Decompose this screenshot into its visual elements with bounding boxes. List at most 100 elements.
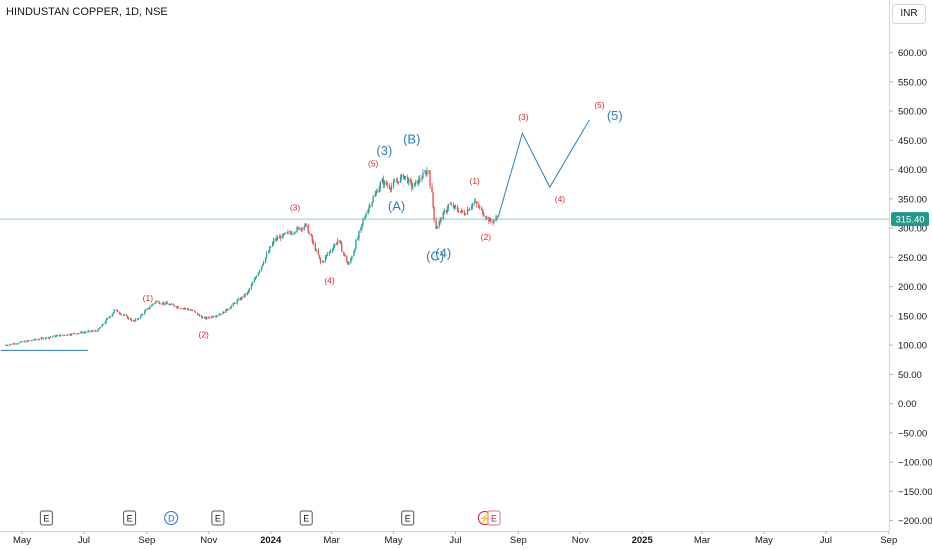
- candle-body: [346, 256, 348, 262]
- price-label: −100.00: [898, 458, 932, 469]
- candle-body: [262, 262, 265, 265]
- candle-body: [170, 303, 172, 305]
- candle-body: [62, 334, 65, 336]
- price-label: 300.00: [898, 224, 927, 235]
- candle-body: [354, 248, 356, 252]
- candle: [197, 313, 200, 316]
- candle: [151, 303, 153, 307]
- candle: [269, 246, 272, 248]
- candle-body: [388, 185, 391, 189]
- candle: [191, 309, 194, 312]
- candle-body: [314, 243, 317, 251]
- time-label: Nov: [572, 535, 589, 546]
- candle: [126, 315, 129, 319]
- candle-body: [468, 208, 471, 211]
- candle-body: [273, 239, 275, 243]
- price-label: 250.00: [898, 253, 927, 264]
- candle: [140, 314, 142, 319]
- event-marker[interactable]: E: [39, 510, 53, 526]
- candle-body: [402, 174, 405, 180]
- event-marker[interactable]: E: [211, 510, 225, 526]
- candle-body: [280, 236, 282, 239]
- candle: [418, 175, 420, 187]
- candle: [186, 307, 189, 311]
- candle: [213, 315, 215, 318]
- candle-body: [216, 315, 218, 317]
- candle: [282, 233, 284, 239]
- candle: [9, 344, 11, 347]
- candle-body: [97, 329, 99, 332]
- candle-body: [69, 334, 71, 335]
- candle: [369, 204, 371, 208]
- candle: [76, 333, 78, 335]
- candle-body: [204, 317, 206, 319]
- wave-label: (3): [376, 143, 392, 158]
- price-label: 100.00: [898, 341, 927, 352]
- candle-body: [417, 180, 419, 185]
- candle-body: [132, 320, 135, 322]
- price-label: 550.00: [898, 77, 927, 88]
- candle-body: [495, 217, 497, 220]
- candle: [386, 181, 389, 189]
- candle-body: [99, 327, 101, 329]
- candle: [324, 254, 327, 263]
- candle-body: [232, 303, 234, 306]
- candle-body: [175, 306, 177, 308]
- candle: [84, 331, 86, 334]
- event-marker[interactable]: D: [164, 511, 179, 525]
- candle: [439, 216, 441, 225]
- candle: [118, 311, 121, 315]
- candle: [273, 237, 275, 246]
- candle-body: [303, 226, 305, 230]
- candle-body: [283, 233, 285, 235]
- candle-body: [450, 204, 453, 206]
- candle: [56, 334, 59, 336]
- candle: [426, 167, 428, 177]
- candle-body: [83, 332, 85, 334]
- candle-body: [333, 243, 336, 247]
- candle: [179, 307, 182, 309]
- currency-button[interactable]: INR: [892, 4, 926, 24]
- candle-body: [42, 337, 45, 339]
- candle-body: [73, 333, 75, 335]
- candle-body: [315, 250, 318, 252]
- candle: [88, 329, 90, 333]
- candle-body: [399, 176, 402, 183]
- candle-body: [414, 182, 416, 187]
- event-marker[interactable]: E: [123, 510, 137, 526]
- candle: [301, 227, 303, 233]
- candle: [83, 331, 85, 335]
- candle-body: [140, 315, 142, 319]
- candle-body: [473, 201, 476, 204]
- candle: [45, 336, 48, 340]
- candle: [248, 288, 251, 293]
- candle-body: [358, 231, 360, 238]
- candle-body: [267, 251, 270, 254]
- candle: [147, 307, 149, 310]
- event-marker[interactable]: E: [401, 510, 415, 526]
- chart-title: HINDUSTAN COPPER, 1D, NSE: [6, 6, 168, 18]
- candle-body: [41, 337, 43, 339]
- candle-body: [260, 266, 263, 271]
- wave-label: (3): [518, 112, 529, 122]
- candle-body: [209, 317, 211, 319]
- candle-body: [98, 328, 100, 330]
- event-marker[interactable]: E: [487, 510, 501, 526]
- event-marker[interactable]: E: [299, 510, 313, 526]
- candle-body: [243, 294, 245, 298]
- candle-body: [176, 306, 178, 308]
- candle-body: [381, 178, 384, 183]
- price-label: 200.00: [898, 282, 927, 293]
- candle-body: [460, 210, 463, 212]
- candle: [132, 319, 135, 322]
- candle: [424, 169, 426, 174]
- candle-body: [154, 302, 156, 304]
- price-label: 50.00: [898, 370, 922, 381]
- candle: [184, 307, 187, 310]
- candle-body: [282, 233, 284, 239]
- candle: [361, 223, 363, 230]
- wave-label: (5): [594, 100, 605, 110]
- candle-body: [476, 201, 478, 205]
- candle: [38, 338, 40, 341]
